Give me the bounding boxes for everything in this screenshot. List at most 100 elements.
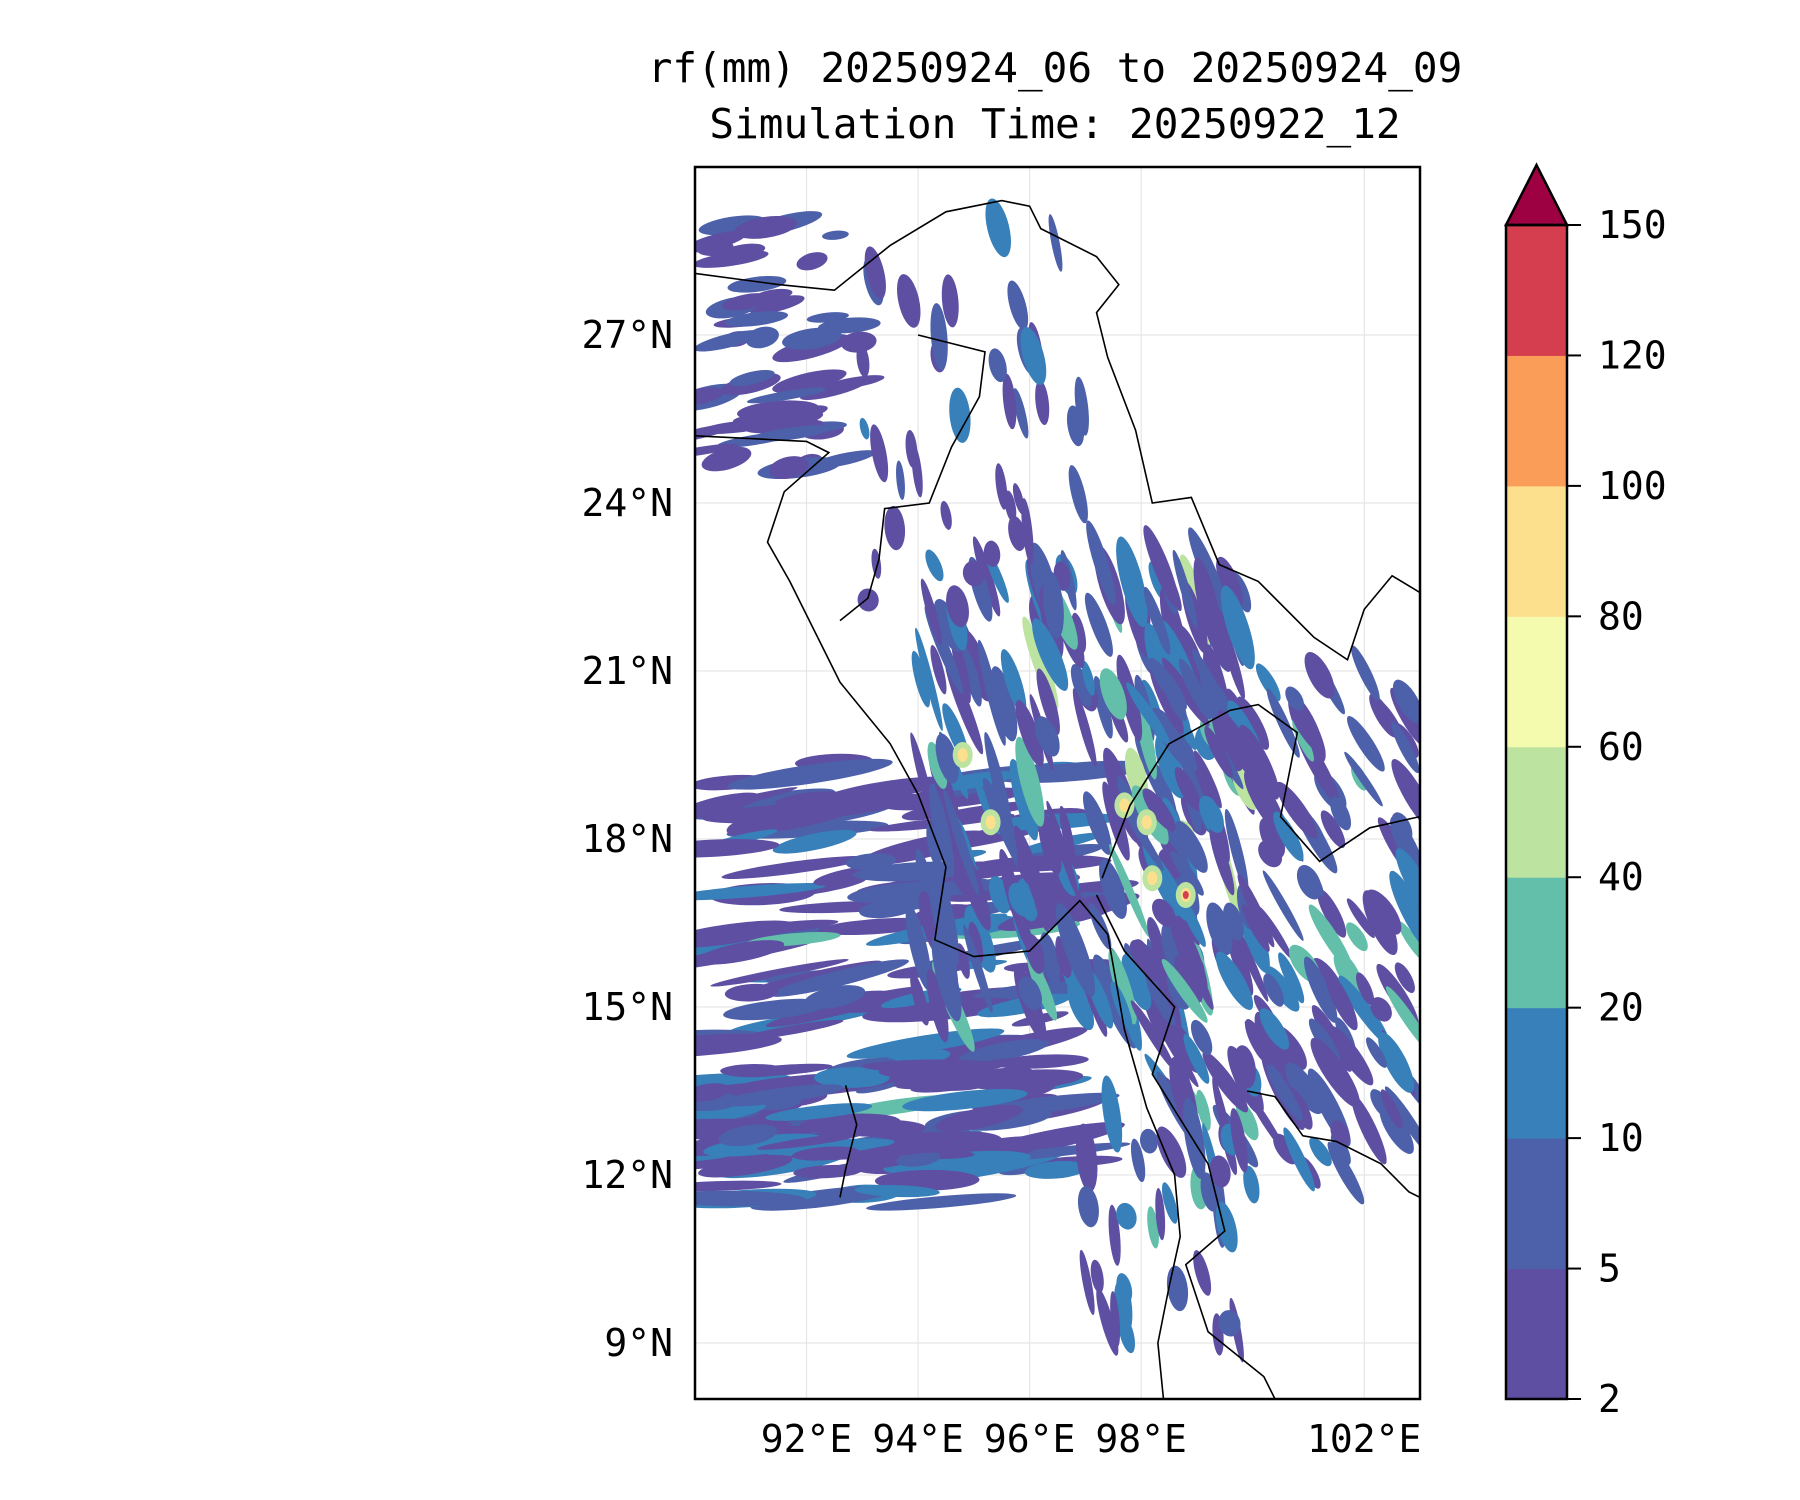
y-tick-label: 27°N xyxy=(581,313,673,357)
colorbar-segment xyxy=(1506,1138,1567,1270)
rain-cell xyxy=(746,387,827,404)
colorbar-segment xyxy=(1506,355,1567,487)
rain-cell xyxy=(695,1033,782,1058)
colorbar-tick-label: 150 xyxy=(1598,203,1667,247)
colorbar-tick-label: 80 xyxy=(1598,594,1644,638)
rain-cell xyxy=(1084,592,1113,657)
rain-cell xyxy=(930,303,948,371)
rain-cell xyxy=(902,1089,1028,1112)
rain-cell xyxy=(1116,654,1143,742)
rain-cell xyxy=(1216,556,1243,610)
y-tick-label: 12°N xyxy=(581,1153,673,1197)
rain-cell xyxy=(792,1146,859,1161)
rain-cell xyxy=(1009,759,1039,841)
rain-cell xyxy=(1174,767,1201,812)
rain-cell xyxy=(765,1103,873,1121)
rain-cell xyxy=(1015,700,1044,767)
rain-cell xyxy=(1389,870,1420,951)
rain-cell xyxy=(703,1133,823,1157)
rain-cell xyxy=(911,650,931,708)
rain-cell xyxy=(1212,684,1229,710)
rain-cell xyxy=(1140,1128,1158,1154)
y-tick-label: 24°N xyxy=(581,481,673,525)
colorbar-tick-label: 40 xyxy=(1598,855,1644,899)
rain-cell xyxy=(1099,858,1127,919)
rain-cell xyxy=(927,741,948,789)
rain-cell xyxy=(1369,693,1398,738)
rain-cell xyxy=(1070,664,1092,707)
rain-cell xyxy=(695,1103,767,1132)
rain-cell xyxy=(1161,657,1210,727)
rain-cell xyxy=(1126,682,1171,746)
rain-cell xyxy=(1338,975,1390,1046)
coastline xyxy=(1101,703,1420,879)
rain-cell xyxy=(1116,536,1148,628)
rain-cell-peak xyxy=(985,815,996,830)
coastline xyxy=(839,334,986,622)
rain-cell xyxy=(935,1104,1023,1132)
rain-cell xyxy=(1262,870,1304,941)
colorbar-segment xyxy=(1506,225,1567,356)
rain-cell xyxy=(1330,1120,1350,1147)
rain-cell xyxy=(1241,904,1270,952)
rain-cell xyxy=(734,215,797,239)
rain-cell xyxy=(985,198,1011,258)
x-tick-label: 102°E xyxy=(1307,1417,1421,1461)
rain-cell xyxy=(1024,1161,1088,1179)
rain-cell xyxy=(1196,1089,1211,1131)
rain-cell xyxy=(1263,973,1284,1007)
rain-cell xyxy=(1206,902,1233,956)
rain-cell xyxy=(1068,465,1088,524)
colorbar-tick-label: 120 xyxy=(1598,333,1667,377)
rain-cell xyxy=(961,646,982,707)
rain-cell xyxy=(772,369,847,394)
rain-cell xyxy=(1007,280,1029,331)
rain-cell xyxy=(712,919,839,937)
rain-cell xyxy=(1086,520,1116,606)
rain-cell xyxy=(988,348,1007,383)
chart-subtitle: Simulation Time: 20250922_12 xyxy=(709,100,1400,148)
rain-cell xyxy=(1038,812,1062,875)
rain-cell xyxy=(1391,721,1420,774)
rain-cell xyxy=(1096,1288,1119,1356)
rain-cell xyxy=(926,968,949,1043)
rain-cell xyxy=(1325,971,1358,1031)
colorbar-tick-label: 10 xyxy=(1598,1116,1644,1160)
colorbar-segment xyxy=(1506,616,1567,748)
rain-cell xyxy=(995,463,1008,510)
rain-cell xyxy=(1008,516,1026,551)
rain-cell xyxy=(905,904,932,991)
rain-cell xyxy=(1032,618,1069,691)
rain-cell xyxy=(915,627,943,731)
rain-cell xyxy=(1043,571,1064,639)
rain-cell xyxy=(941,274,959,328)
rain-cell xyxy=(1031,880,1049,933)
rain-cell xyxy=(1182,1097,1206,1179)
rain-cell xyxy=(1254,1011,1290,1075)
rain-cell xyxy=(1004,490,1017,522)
rain-cell xyxy=(1101,1075,1123,1153)
rain-cell xyxy=(1327,1141,1365,1205)
rain-cell xyxy=(940,500,952,530)
rain-cell xyxy=(1218,1310,1241,1337)
rain-cell xyxy=(1351,1094,1387,1165)
rain-cell xyxy=(1159,1025,1199,1088)
rain-cell-peak xyxy=(957,748,968,762)
rain-cell xyxy=(717,1084,844,1107)
rain-cell xyxy=(1166,1265,1189,1312)
rain-cell xyxy=(1266,1064,1303,1122)
rain-cell xyxy=(1308,904,1353,972)
coastline xyxy=(695,199,1420,662)
rain-cell xyxy=(1223,902,1244,941)
rain-cell xyxy=(927,862,959,968)
rain-cell xyxy=(1012,483,1025,515)
rain-cell xyxy=(1175,820,1208,873)
rain-cell xyxy=(1161,958,1208,1023)
rain-cell xyxy=(751,425,831,442)
coastline xyxy=(695,435,831,638)
rain-cell xyxy=(1204,726,1233,778)
rain-cell xyxy=(1226,928,1254,996)
rain-cell xyxy=(1346,898,1375,939)
rain-cell xyxy=(1224,809,1249,892)
rain-cell xyxy=(1317,888,1347,938)
